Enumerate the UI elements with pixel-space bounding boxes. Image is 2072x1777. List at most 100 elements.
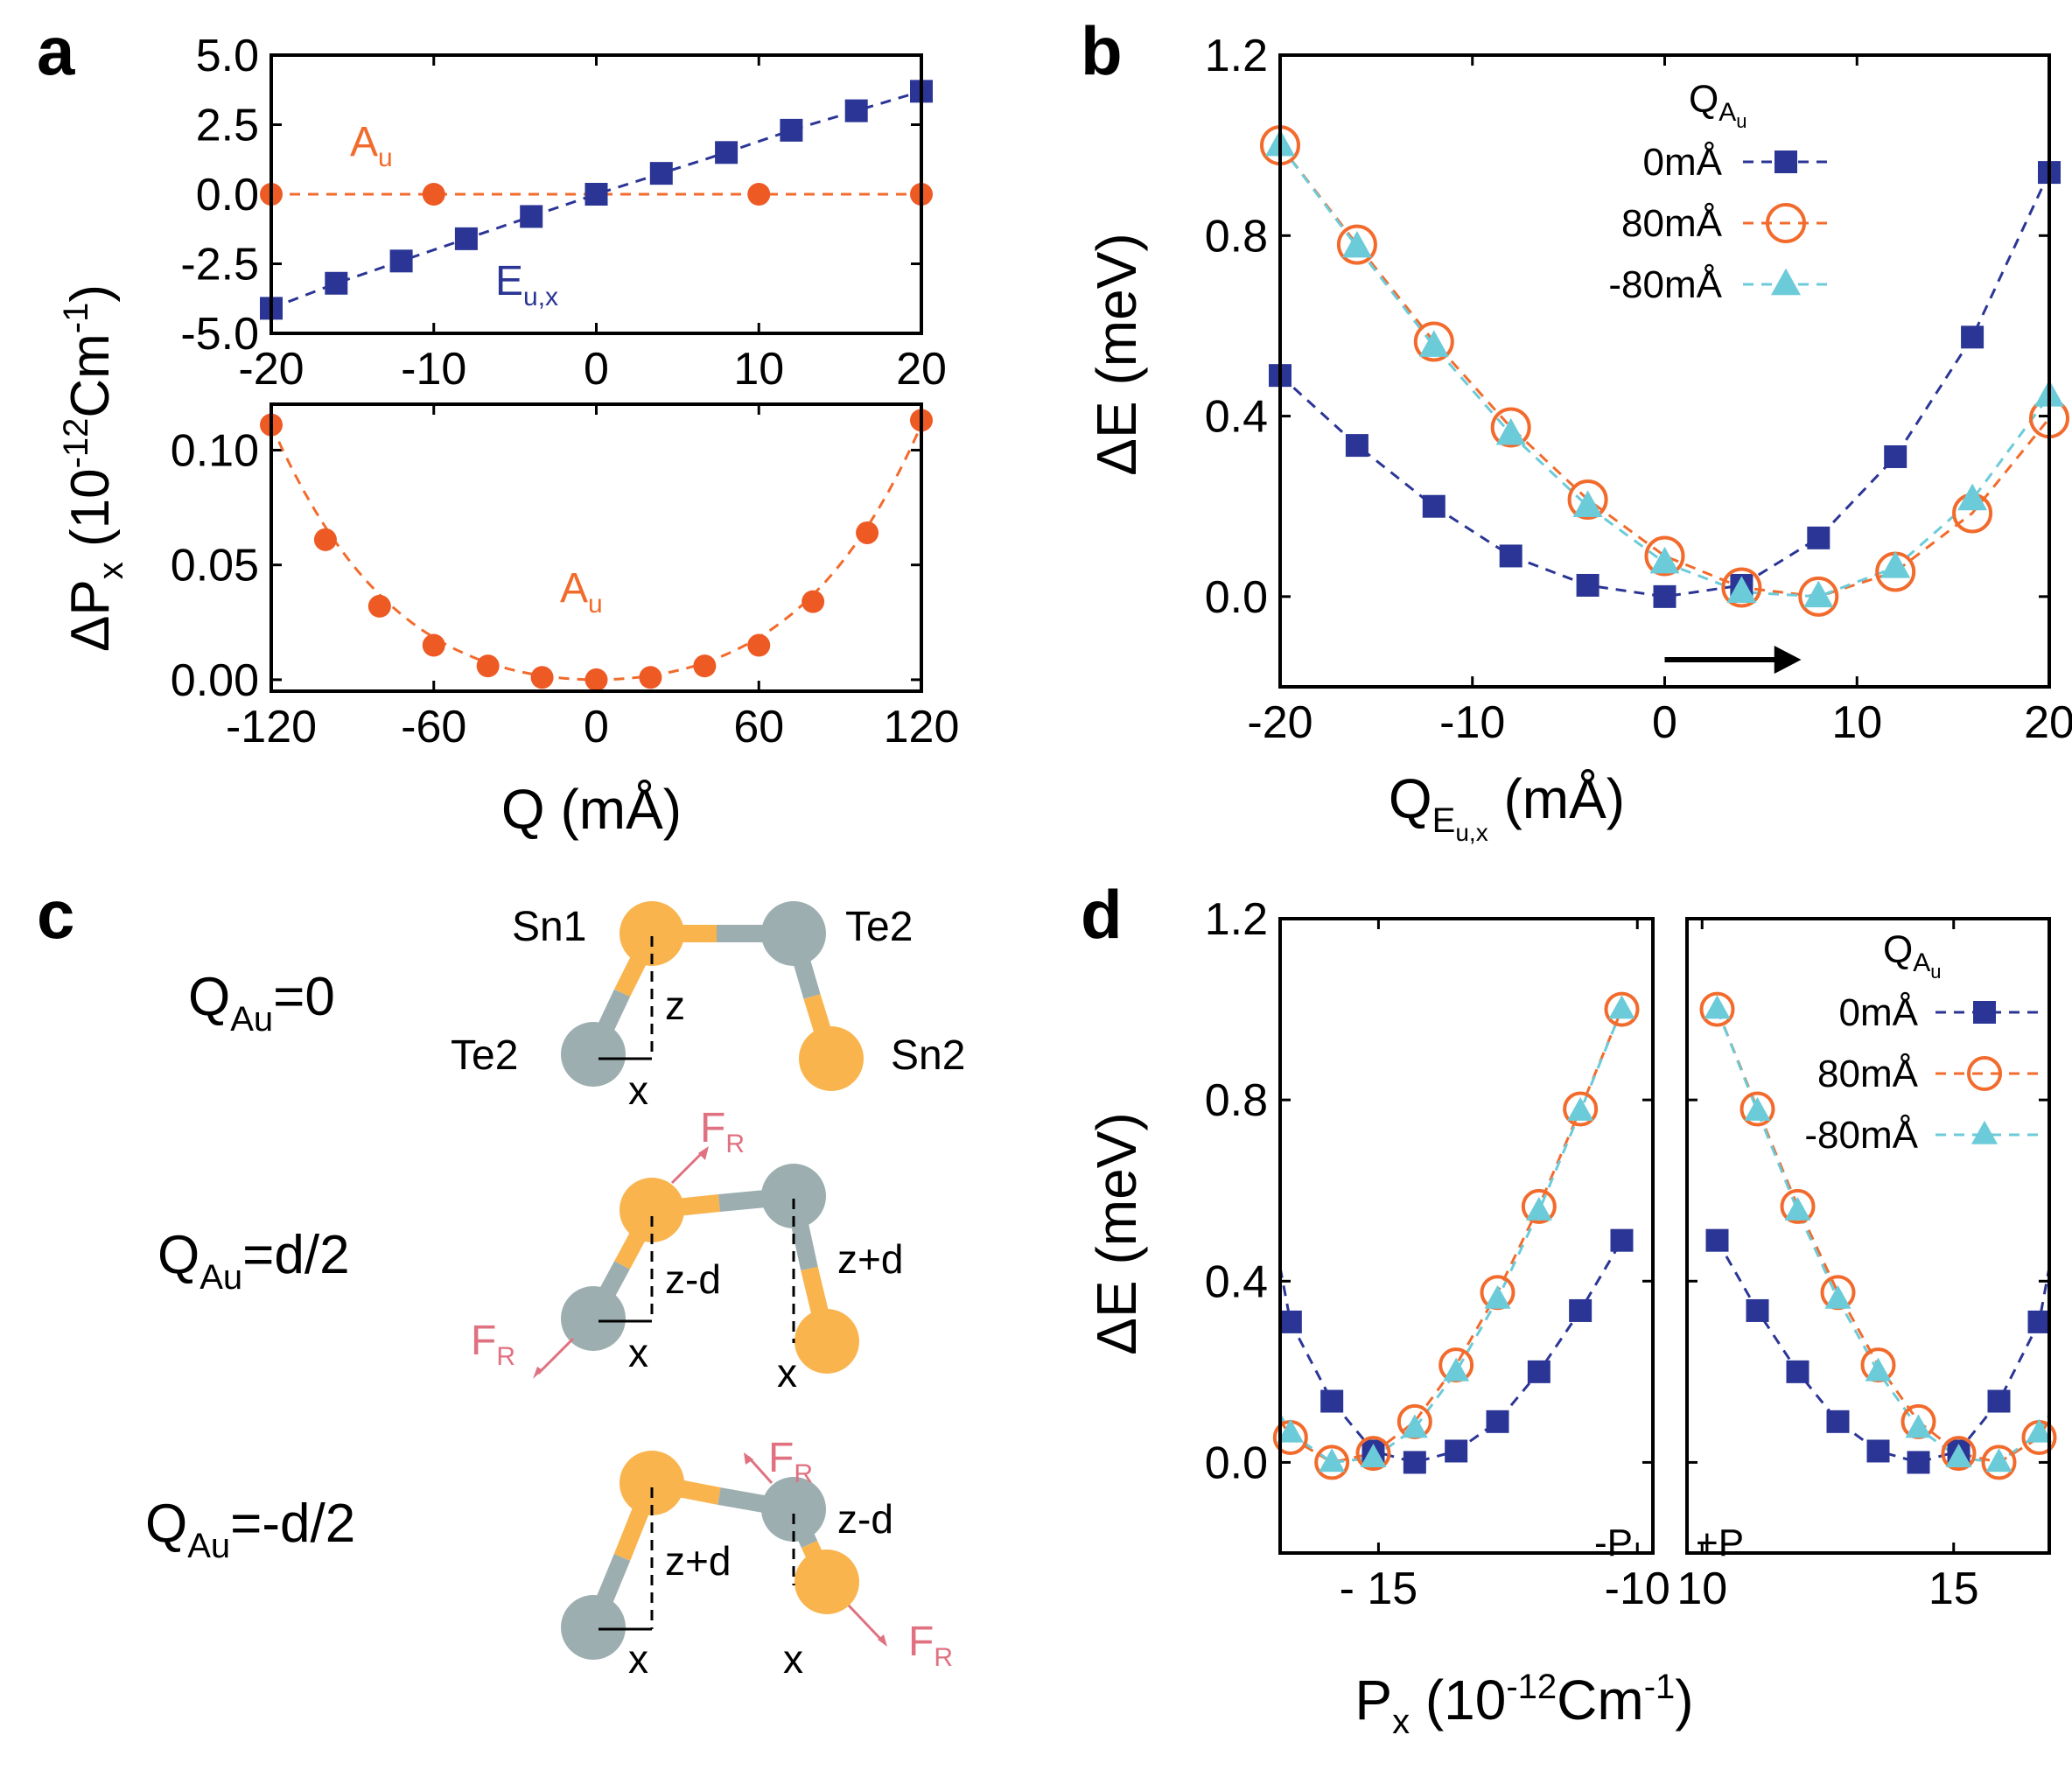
y-tick-label: 0.0 <box>196 170 259 220</box>
force-label: FR <box>700 1105 745 1158</box>
force-label: FR <box>768 1435 813 1488</box>
x-tick-label: 0 <box>584 344 609 395</box>
data-point-square <box>1826 1410 1850 1433</box>
data-point-triangle <box>1957 483 1988 511</box>
panel-label-a: a <box>37 12 75 89</box>
data-point-square <box>1345 434 1368 458</box>
series-line <box>1280 144 2049 598</box>
legend-d-item-2: -80mÅ <box>1804 1114 1918 1157</box>
plot-frame <box>270 53 923 335</box>
data-point-triangle <box>1784 1196 1811 1221</box>
data-point-dot <box>422 633 445 657</box>
data-point-circle <box>1780 1188 1816 1224</box>
x-tick-label: 0 <box>1652 697 1677 748</box>
data-point-square <box>1403 1451 1426 1474</box>
data-point-circle <box>1967 1056 2002 1091</box>
data-point-dot <box>368 594 391 618</box>
series-line <box>270 89 922 310</box>
data-point-circle <box>1604 991 1640 1027</box>
data-point-dot <box>530 666 554 689</box>
c-row1-label: QAu=0 <box>188 967 335 1039</box>
b-ylabel: ΔE (meV) <box>1085 233 1148 475</box>
x-tick-label: 120 <box>884 702 960 752</box>
y-tick-label: 1.2 <box>1205 31 1268 81</box>
data-point-circle <box>1798 576 1839 617</box>
dim-x: x <box>628 1330 648 1375</box>
plot-frame <box>1685 917 2051 1555</box>
data-point-triangle <box>1865 1357 1892 1382</box>
data-point-square <box>1705 1228 1729 1252</box>
x-tick-label: 20 <box>2024 697 2072 748</box>
series-line <box>1716 1009 2049 1465</box>
data-point-triangle <box>1945 1444 1972 1468</box>
atom-sn2 <box>794 1550 859 1614</box>
plot-frame <box>270 402 923 693</box>
data-point-circle <box>1567 479 1608 520</box>
y-tick-label: 0.8 <box>1205 211 1268 262</box>
data-point-triangle <box>1567 1096 1594 1121</box>
data-point-circle <box>1413 321 1454 362</box>
series-line-group <box>1280 1008 1623 1465</box>
x-tick-label: - 15 <box>1340 1564 1418 1614</box>
data-point-dot <box>422 183 445 206</box>
panel-d-right-plot: 10 15 <box>1676 917 2057 1614</box>
panel-label-b: b <box>1081 12 1123 89</box>
c-row2-label: QAu=d/2 <box>158 1225 350 1297</box>
data-point-square <box>1807 526 1830 549</box>
force-label: FR <box>908 1619 953 1672</box>
a-ylabel: ΔPx (10-12Cm-1) <box>57 284 130 652</box>
dim-z-minus-d: z-d <box>665 1256 721 1302</box>
dim-x: x <box>628 1636 648 1682</box>
x-tick-label: 15 <box>1928 1564 1979 1614</box>
x-tick-label: -120 <box>226 702 317 752</box>
x-tick-label: 10 <box>733 344 784 395</box>
legend-b-item-0: 0mÅ <box>1643 141 1723 184</box>
c-row3-label: QAu=-d/2 <box>145 1494 355 1565</box>
data-point-square <box>1786 1360 1810 1383</box>
atom-te2-top <box>761 1164 826 1228</box>
data-point-triangle <box>1443 1357 1470 1382</box>
data-point-square <box>389 249 413 273</box>
data-point-square <box>1653 584 1676 608</box>
dim-x: x <box>628 1067 648 1113</box>
data-point-triangle <box>1824 1284 1852 1309</box>
data-point-triangle <box>1608 995 1635 1019</box>
data-point-square <box>1422 494 1446 518</box>
data-point-triangle <box>1418 330 1449 357</box>
data-point-square <box>1884 444 1908 468</box>
data-point-square <box>454 227 478 250</box>
atom-sn1 <box>620 901 684 966</box>
y-tick-label: -5.0 <box>180 309 259 360</box>
y-tick-label: 0.10 <box>171 425 259 476</box>
plot-frame <box>1278 917 1655 1555</box>
force-arrow <box>536 1337 575 1375</box>
data-point-square <box>1973 1001 1996 1024</box>
data-point-dot <box>747 633 771 657</box>
a-top-Eu-label: Eu,x <box>495 258 558 311</box>
data-point-triangle <box>1484 1284 1511 1309</box>
data-point-circle <box>1563 1091 1599 1127</box>
data-point-triangle <box>1525 1196 1552 1221</box>
data-point-triangle <box>1401 1414 1428 1438</box>
data-point-square <box>1610 1228 1634 1252</box>
force-arrow <box>847 1604 884 1642</box>
data-point-triangle <box>1971 1120 1998 1144</box>
panel-a-bottom-plot: -120 -60 0 60 120 0.10 0.05 0.00 <box>171 402 960 752</box>
panel-d-left-plot: - 15 -10 1.2 0.8 0.4 0.0 <box>1205 894 1670 1614</box>
data-point-circle <box>1490 407 1531 448</box>
atom-sn2 <box>794 1309 859 1374</box>
series-line <box>1280 171 2049 598</box>
legend-d-title: QAu <box>1883 928 1942 983</box>
data-point-square <box>1278 1310 1302 1333</box>
legend-d-item-1: 80mÅ <box>1817 1053 1919 1095</box>
x-tick-label: 60 <box>733 702 784 752</box>
legend-d-item-0: 0mÅ <box>1839 991 1919 1034</box>
data-point-square <box>325 271 348 295</box>
data-point-triangle <box>1319 1448 1346 1473</box>
y-tick-label: 0.05 <box>171 541 259 591</box>
data-point-circle <box>1740 1091 1775 1127</box>
data-point-triangle <box>1341 230 1372 258</box>
force-arrowhead <box>533 1367 542 1379</box>
y-tick-label: 1.2 <box>1205 894 1268 945</box>
data-point-square <box>1486 1410 1509 1433</box>
